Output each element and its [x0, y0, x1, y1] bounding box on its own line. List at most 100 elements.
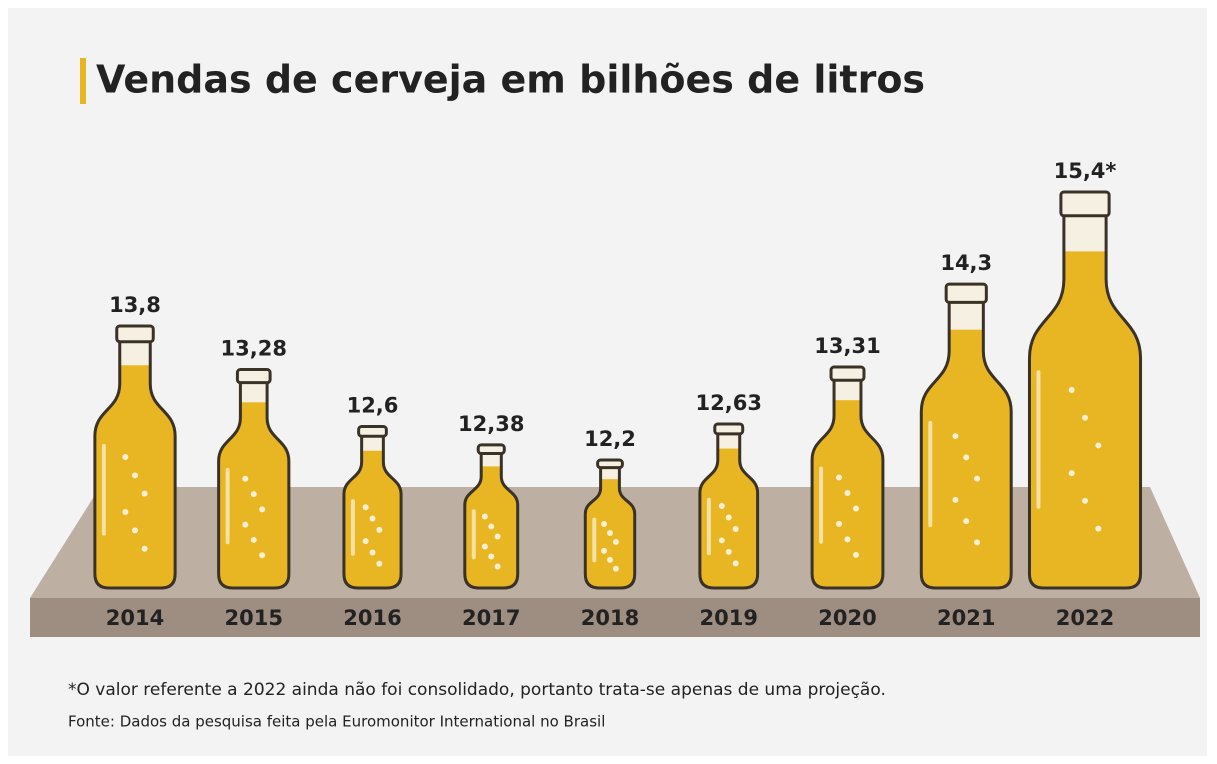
bubble [369, 549, 376, 556]
bubble [494, 563, 501, 570]
bubble [132, 472, 138, 479]
bubble [1082, 414, 1088, 421]
highlight [1036, 370, 1041, 509]
bubble [974, 539, 981, 546]
bottle-lip [944, 282, 988, 304]
bubble [1068, 387, 1075, 393]
bubble [852, 551, 859, 558]
value-label: 14,3 [940, 251, 992, 275]
bottle-lip [115, 324, 155, 344]
bubble [852, 505, 859, 512]
bubble [1095, 525, 1102, 532]
highlight [225, 467, 230, 545]
panel [8, 8, 1207, 756]
bubble [844, 489, 851, 496]
bubble [369, 515, 376, 522]
bubble [376, 560, 383, 567]
value-label: 15,4* [1054, 159, 1117, 183]
bubble [963, 518, 970, 525]
x-tick-label: 2015 [225, 606, 283, 630]
bottle-lip [476, 443, 506, 456]
x-tick-label: 2014 [106, 606, 164, 630]
bubble [844, 536, 851, 543]
bottle-lip [596, 458, 624, 470]
bubble [242, 475, 249, 482]
shelf-front [30, 598, 1200, 637]
highlight [706, 497, 711, 556]
bottle-outline [583, 464, 637, 590]
bubble [718, 502, 725, 509]
bubble [601, 547, 608, 554]
bubble [836, 474, 843, 481]
value-label: 13,28 [221, 337, 287, 361]
bubble [122, 509, 129, 516]
highlight [101, 443, 106, 536]
bubble [963, 454, 970, 461]
x-tick-label: 2020 [818, 606, 876, 630]
bubble [481, 543, 488, 550]
bubble [488, 553, 495, 560]
bottle-outline [698, 430, 760, 590]
bubble [952, 496, 959, 503]
bubble [250, 536, 257, 543]
bottle-outline [810, 376, 885, 590]
bottle-lip [829, 365, 866, 382]
highlight [928, 420, 933, 528]
value-label: 12,63 [696, 391, 762, 415]
bubble [601, 521, 608, 527]
bubble [952, 433, 959, 440]
bottle-lip [713, 422, 745, 436]
bottle [342, 425, 403, 590]
bubble [488, 523, 495, 530]
bubble [1095, 442, 1102, 449]
bottle-outline [93, 337, 177, 590]
bottle-outline [1027, 210, 1143, 590]
chart-title: Vendas de cerveja em bilhões de litros [96, 58, 925, 102]
x-tick-label: 2021 [937, 606, 995, 630]
bubble [362, 538, 369, 545]
value-label: 12,6 [347, 394, 399, 418]
bubble [259, 552, 266, 559]
highlight [471, 509, 476, 560]
highlight [350, 499, 355, 556]
footnote: *O valor referente a 2022 ainda não foi … [68, 680, 886, 700]
bubble [974, 475, 981, 482]
title-accent [80, 58, 86, 104]
bottle-outline [919, 297, 1013, 590]
bottle-outline [217, 378, 291, 590]
bubble [250, 491, 257, 498]
bottle-outline [342, 433, 403, 590]
bubble [836, 520, 843, 527]
source: Fonte: Dados da pesquisa feita pela Euro… [68, 713, 605, 731]
bubble [376, 526, 383, 533]
bottle-lip [1059, 190, 1111, 218]
bubble [718, 537, 725, 544]
bubble [612, 565, 619, 572]
bubble [259, 506, 266, 513]
bottle-lip [357, 425, 388, 438]
value-label: 13,31 [814, 334, 880, 358]
bubble [607, 556, 613, 563]
bottle-lip [235, 368, 272, 385]
bubble [612, 538, 619, 545]
x-tick-label: 2017 [462, 606, 520, 630]
value-label: 13,8 [109, 293, 161, 317]
x-tick-label: 2019 [700, 606, 758, 630]
bubble [122, 454, 129, 460]
x-tick-label: 2016 [343, 606, 401, 630]
value-label: 12,38 [458, 412, 524, 436]
bubble [607, 529, 613, 536]
x-tick-label: 2018 [581, 606, 639, 630]
bubble [494, 533, 501, 540]
bubble [1082, 497, 1088, 504]
bubble [725, 548, 732, 555]
bubble [242, 521, 249, 528]
x-tick-label: 2022 [1056, 606, 1114, 630]
bubble [732, 560, 739, 567]
bubble [481, 513, 488, 520]
bubble [141, 545, 148, 552]
bottle [463, 443, 520, 590]
bubble [725, 514, 732, 521]
bubble [362, 504, 369, 511]
